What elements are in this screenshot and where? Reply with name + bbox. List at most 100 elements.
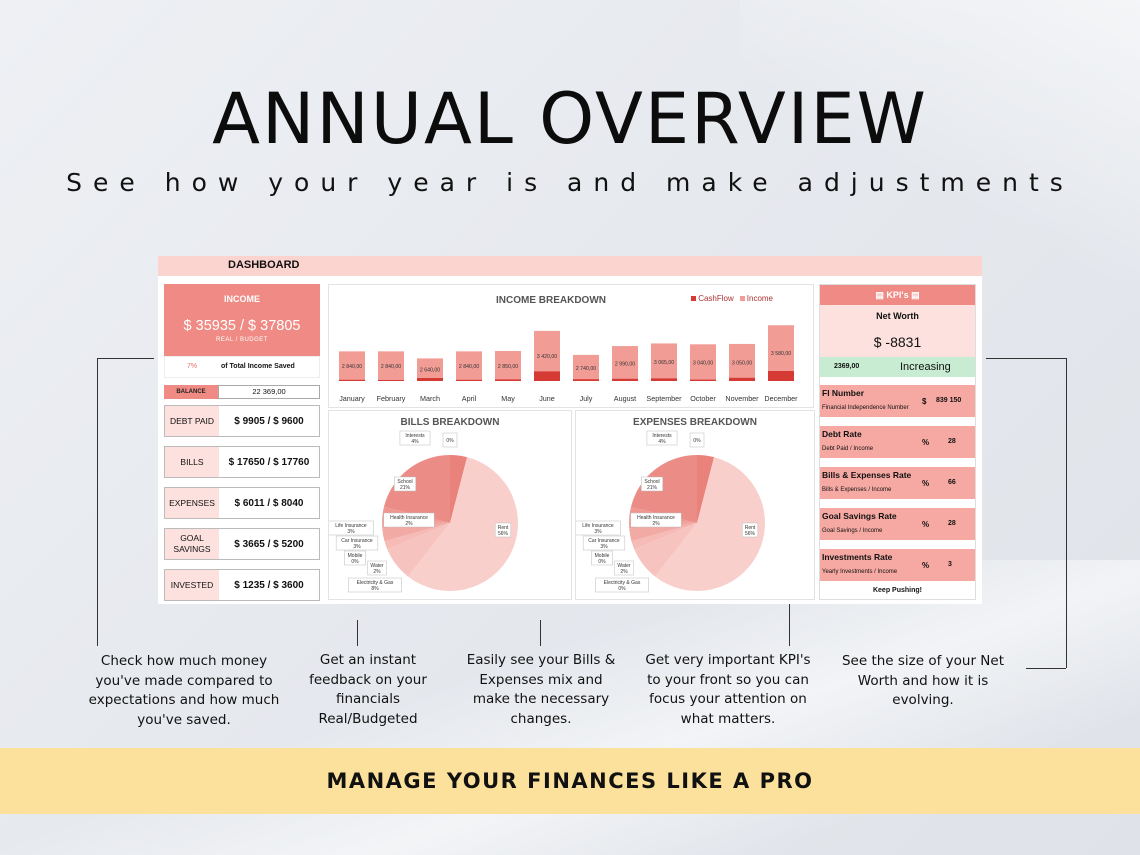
pie-slice [631,523,697,550]
slice-name: Car Insurance [588,538,620,544]
label-box [646,430,678,446]
stat-expenses: EXPENSES $ 6011 / $ 8040 [164,487,320,519]
slice-percent: 0% [693,438,701,444]
slice-name: Water [370,563,383,569]
x-tick-label: June [539,394,555,403]
label-box [614,560,634,576]
cashflow-bar [534,371,560,381]
kpi-unit: % [922,520,930,529]
cashflow-bar [495,379,521,381]
kpi-subtitle: Financial Independence Number [822,405,909,411]
slice-percent: 0% [351,559,359,565]
slice-name: Water [617,563,630,569]
stat-value: $ 17650 / $ 17760 [228,456,310,468]
label-box [582,535,626,551]
cashflow-bar [690,379,716,381]
kpi-title: Bills & Expenses Rate [822,470,912,480]
legend-income: Income [739,294,773,303]
slice-percent: 3% [353,544,361,550]
pie-slice-label: 0% [442,432,458,448]
kpi-title: Investments Rate [822,552,893,562]
connector-line [1026,668,1066,669]
x-tick-label: May [501,394,515,403]
label-box [741,522,759,538]
pie-slice [450,455,468,523]
label-box [576,520,621,536]
callout-feedback: Get an instant feedback on your financia… [309,652,427,727]
stat-value: $ 3665 / $ 5200 [234,538,304,550]
connector-line [540,620,541,646]
slice-percent: 56% [745,531,756,537]
trend-number: 2369,00 [834,363,860,370]
page-headline: ANNUAL OVERVIEW [212,78,928,160]
net-worth-trend: 2369,00 Increasing [820,357,975,377]
stat-label: GOAL SAVINGS [165,529,219,559]
net-worth-value: $ -8831 [873,334,922,350]
label-box [329,520,374,536]
stat-goal-savings: GOAL SAVINGS $ 3665 / $ 5200 [164,528,320,560]
label-box [442,432,458,448]
pie-slice [654,457,765,591]
x-tick-label: November [725,394,759,403]
slice-name: Electricity & Gas [357,580,394,586]
connector-line [357,620,358,646]
connector-line [1066,358,1067,668]
income-bar [729,343,755,381]
legend-label: Income [746,294,773,303]
kpi-subtitle: Goal Savings / Income [822,528,883,534]
label-box [641,476,663,492]
expenses-chart-title: EXPENSES BREAKDOWN [633,417,757,428]
bills-breakdown-panel: BILLS BREAKDOWN Interests 4% 0% Rent 56% Elec… [328,410,572,600]
stat-bills: BILLS $ 17650 / $ 17760 [164,446,320,478]
document-icon: ▤ [875,290,884,300]
bar-data-label: 2 840,00 [459,364,479,370]
stat-label: INVESTED [165,570,219,600]
slice-name: Mobile [595,553,610,559]
expenses-breakdown-panel: EXPENSES BREAKDOWN Interests 4% 0% Rent 56% E… [575,410,815,600]
income-bar [378,351,404,381]
label-box [367,560,387,576]
income-chart-title: INCOME BREAKDOWN [496,295,606,306]
kpi-value: 28 [948,438,956,445]
slice-name: Interests [652,433,672,439]
pie-slice [629,523,697,542]
kpi-title: Debt Rate [822,429,862,439]
income-bar [573,354,599,381]
connector-line [97,358,154,359]
pie-slice [382,523,450,542]
cashflow-bar [456,379,482,381]
income-saved-row: 7% of Total Income Saved [164,356,320,378]
stat-value: $ 9905 / $ 9600 [234,415,304,427]
document-icon: ▤ [911,290,920,300]
label-box [399,430,431,446]
label-box [348,577,402,593]
stat-label: DEBT PAID [165,406,219,436]
stat-debt-paid: DEBT PAID $ 9905 / $ 9600 [164,405,320,437]
income-amount: $ 35935 / $ 37805 [183,318,301,334]
legend-swatch [691,296,697,302]
cashflow-bar [417,378,443,381]
kpi-subtitle: Yearly Investments / Income [822,569,898,575]
cashflow-bar [378,380,404,381]
kpi-bills-expenses-rate: Bills & Expenses Rate Bills & Expenses /… [820,467,975,499]
balance-row: BALANCE 22 369,00 [164,385,320,399]
connector-line [97,358,98,646]
label-box [630,512,682,528]
bar-data-label: 2 990,00 [615,362,635,368]
x-tick-label: April [462,394,477,403]
callout-income: Check how much money you've made compare… [88,653,280,728]
cashflow-bar [651,378,677,381]
slice-name: Car Insurance [341,538,373,544]
